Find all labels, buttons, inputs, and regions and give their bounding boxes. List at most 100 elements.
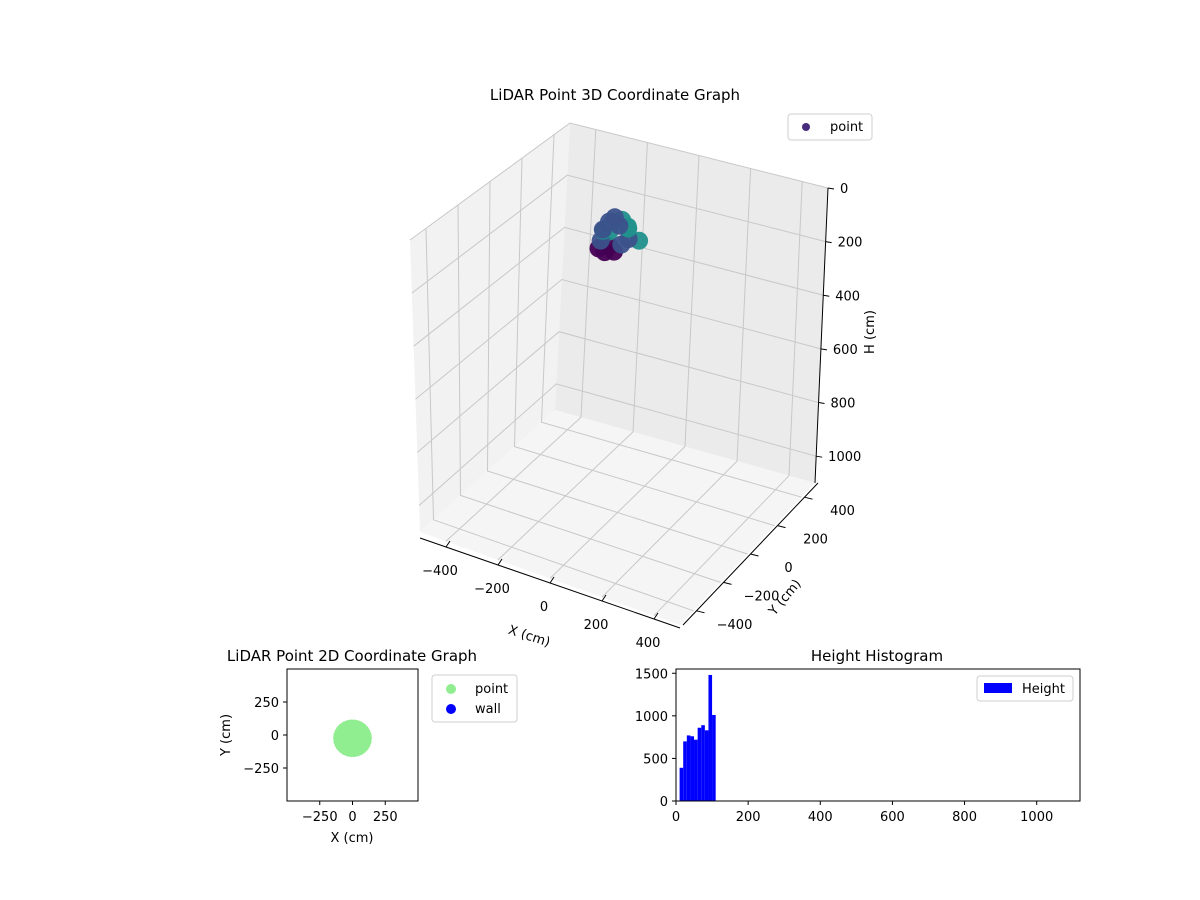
- histogram-bar: [679, 767, 684, 801]
- title-3d: LiDAR Point 3D Coordinate Graph: [490, 86, 740, 104]
- y-tick-mark: [723, 581, 732, 585]
- legend-histogram-frame: [976, 675, 1074, 702]
- x-tick-label-hist: 800: [952, 810, 977, 825]
- axes-histogram-frame: [675, 668, 1081, 802]
- z-tick-label: 0: [840, 182, 848, 197]
- y-tick-label-hist: 1500: [635, 667, 668, 682]
- legend-2d-point-marker: [446, 684, 456, 694]
- y-tick-label-hist: 500: [643, 752, 668, 767]
- point-cloud-3d: [589, 208, 649, 262]
- x-tick-label: 200: [584, 618, 609, 633]
- x-tick-label-2d: −250: [302, 810, 338, 825]
- z-label-3d: H (cm): [863, 310, 878, 354]
- legend-2d: point wall: [431, 674, 518, 723]
- histogram-bar: [694, 739, 698, 801]
- title-2d: LiDAR Point 2D Coordinate Graph: [227, 647, 477, 665]
- x-tick-label-hist: 1000: [1020, 810, 1053, 825]
- point-3d: [605, 208, 624, 227]
- grid-z-line: [409, 122, 829, 241]
- legend-3d-marker: [802, 123, 810, 131]
- grid-y-line: [425, 228, 694, 612]
- pane-floor: [420, 410, 815, 625]
- y-tick-mark: [750, 553, 759, 557]
- plot-histogram: Height Histogram 0 200 400 600 800 1000 0 500 10…: [635, 647, 1081, 825]
- z-tick-label: 1000: [828, 450, 861, 465]
- x-tick-label: −400: [422, 564, 458, 579]
- grid-y-line: [540, 134, 802, 498]
- grid-z-line: [413, 226, 824, 347]
- y-tick-label-2d: 0: [271, 729, 279, 744]
- grid-x-line: [653, 181, 803, 617]
- z-tick-mark: [820, 348, 827, 351]
- y-tick-label-2d: −250: [243, 762, 279, 777]
- x-tick-mark: [549, 576, 555, 584]
- x-tick-label-2d: 250: [373, 810, 398, 825]
- histogram-bar: [686, 735, 691, 801]
- x-tick-label-hist: 200: [736, 810, 761, 825]
- histogram-bar: [697, 727, 702, 801]
- grid-z-line: [411, 174, 826, 294]
- y-tick-mark: [804, 496, 813, 500]
- x-label-3d: X (cm): [506, 623, 552, 651]
- ticks-3d: 02004006008001000−400−2000200400−400−200…: [422, 182, 862, 651]
- ticks-histogram: 0 200 400 600 800 1000 0 500 1000 1500: [635, 667, 1053, 825]
- point-2d: [361, 736, 372, 747]
- x-tick-label-hist: 0: [672, 810, 680, 825]
- x-tick-label-hist: 600: [880, 810, 905, 825]
- z-tick-label: 200: [838, 236, 863, 251]
- legend-histogram-label: Height: [1022, 682, 1065, 697]
- x-tick-mark: [601, 594, 607, 602]
- z-tick-mark: [818, 402, 825, 405]
- y-tick-mark: [696, 610, 705, 614]
- grid-x-line: [549, 155, 700, 579]
- legend-3d-label: point: [830, 120, 863, 135]
- x-tick-label: −200: [474, 582, 510, 597]
- plot-2d: LiDAR Point 2D Coordinate Graph −250 0 250…: [219, 647, 518, 846]
- histogram-bar: [704, 730, 709, 801]
- grid-y-line: [513, 158, 775, 527]
- x-tick-mark: [497, 558, 503, 566]
- x-tick-label-hist: 400: [808, 810, 833, 825]
- histogram-bars: [679, 674, 716, 801]
- legend-3d-frame: [787, 113, 873, 141]
- x-tick-mark: [445, 540, 451, 548]
- z-tick-mark: [816, 455, 823, 458]
- z-axis-line: [814, 187, 829, 484]
- histogram-bar: [690, 736, 695, 801]
- x-tick-label: 400: [636, 636, 661, 651]
- y-tick-label: 200: [803, 533, 828, 548]
- grid-x-line: [445, 129, 597, 542]
- z-tick-mark: [827, 187, 835, 190]
- plot-3d: LiDAR Point 3D Coordinate Graph 02004006…: [409, 86, 878, 651]
- grid-z-line: [418, 383, 817, 506]
- y-tick-label-2d: 250: [254, 696, 279, 711]
- x-tick-label: 0: [540, 600, 548, 615]
- histogram-bar: [683, 741, 687, 801]
- x-tick-label-2d: 0: [348, 810, 356, 825]
- z-tick-label: 400: [835, 289, 860, 304]
- pane-left: [410, 123, 570, 532]
- histogram-bar: [712, 714, 716, 801]
- z-tick-mark: [825, 241, 832, 244]
- grid-z-line: [415, 278, 822, 400]
- y-label-2d: Y (cm): [219, 714, 234, 757]
- grid-z-line: [416, 331, 819, 453]
- legend-histogram: Height: [976, 675, 1074, 702]
- y-tick-label-hist: 0: [660, 795, 668, 810]
- z-tick-mark: [823, 294, 830, 297]
- ticks-2d: −250 0 250 250 0 −250: [243, 696, 397, 825]
- y-tick-label: 0: [784, 561, 792, 576]
- x-tick-mark: [653, 612, 659, 620]
- y-tick-label: −200: [744, 589, 780, 604]
- title-histogram: Height Histogram: [811, 647, 943, 665]
- legend-2d-wall-label: wall: [475, 702, 501, 717]
- y-tick-mark: [777, 525, 786, 529]
- legend-3d: point: [787, 113, 873, 141]
- histogram-bar: [701, 725, 705, 801]
- legend-2d-point-label: point: [475, 682, 508, 697]
- point-cloud-2d: [333, 719, 372, 758]
- legend-histogram-swatch: [984, 683, 1012, 693]
- y-tick-label: 400: [830, 504, 855, 519]
- grid-y-line: [457, 204, 721, 583]
